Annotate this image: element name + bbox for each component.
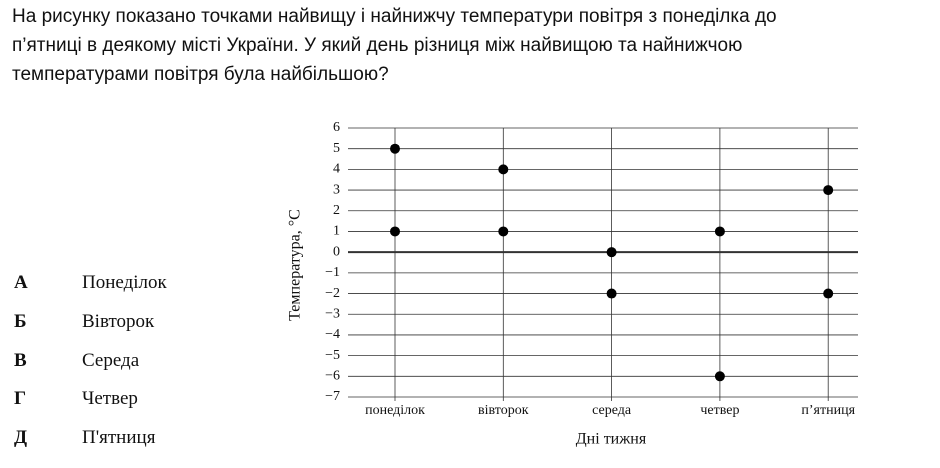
point bbox=[498, 226, 509, 237]
point bbox=[606, 247, 617, 258]
y-tick-label: −4 bbox=[325, 327, 340, 342]
question-line: температурами повітря була найбільшою? bbox=[12, 64, 389, 85]
x-tick-label: понеділок bbox=[365, 403, 425, 418]
option-text: Середа bbox=[82, 349, 140, 371]
question-line: На рисунку показано точками найвищу і на… bbox=[12, 6, 777, 27]
option-text: П'ятниця bbox=[82, 427, 156, 449]
y-axis-label: Температура, °C bbox=[287, 209, 304, 321]
y-tick-label: 4 bbox=[333, 162, 340, 177]
option-letter: В bbox=[14, 349, 27, 371]
x-tick-label: п’ятниця bbox=[801, 403, 855, 418]
y-tick-label: 6 bbox=[333, 120, 340, 135]
option-letter: Г bbox=[14, 388, 27, 410]
point bbox=[823, 185, 834, 196]
option-text: Вівторок bbox=[82, 310, 155, 332]
y-tick-label: −6 bbox=[325, 369, 340, 384]
option-letter: Д bbox=[14, 427, 28, 449]
option-text: Четвер bbox=[82, 388, 138, 410]
point bbox=[714, 371, 725, 382]
x-tick-label: середа bbox=[592, 403, 632, 418]
point bbox=[390, 143, 400, 154]
point bbox=[714, 226, 725, 237]
y-tick-label: −5 bbox=[325, 348, 340, 363]
y-tick-label: 3 bbox=[333, 182, 340, 197]
y-tick-label: −1 bbox=[325, 265, 340, 280]
y-tick-label: −3 bbox=[325, 306, 340, 321]
option-letter: А bbox=[14, 272, 28, 293]
point bbox=[390, 226, 400, 237]
question-line: п’ятниці в деякому місті України. У який… bbox=[12, 35, 743, 56]
x-tick-label: вівторок bbox=[478, 403, 529, 418]
x-axis-label: Дні тижня bbox=[576, 431, 647, 448]
y-tick-label: 5 bbox=[333, 141, 340, 156]
x-tick-label: четвер bbox=[700, 403, 739, 418]
y-tick-label: 2 bbox=[333, 203, 340, 218]
y-tick-label: −7 bbox=[325, 389, 340, 404]
option-letter: Б bbox=[14, 310, 27, 332]
point bbox=[606, 288, 617, 299]
y-tick-label: −2 bbox=[325, 286, 340, 301]
y-tick-label: 1 bbox=[333, 224, 340, 239]
point bbox=[823, 288, 834, 299]
point bbox=[498, 164, 509, 175]
y-tick-label: 0 bbox=[333, 244, 340, 259]
option-text: Понеділок bbox=[82, 272, 167, 293]
